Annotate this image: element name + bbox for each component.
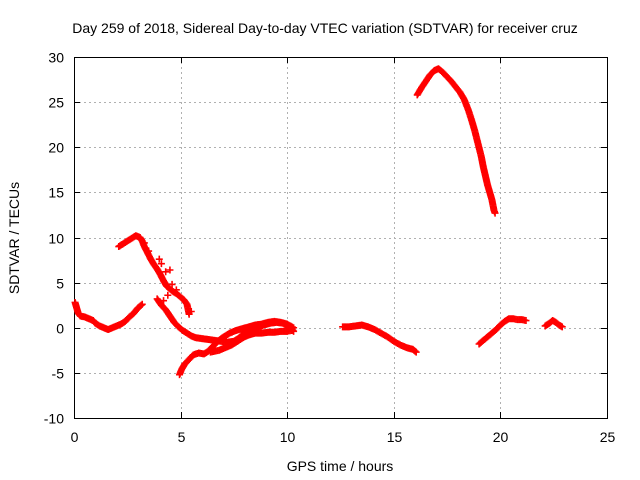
x-axis-label: GPS time / hours <box>287 458 394 474</box>
data-point <box>138 300 146 308</box>
data-point <box>187 308 195 316</box>
y-tick-label: -10 <box>44 411 64 427</box>
x-tick-label: 20 <box>493 429 509 445</box>
y-tick-label: 0 <box>56 321 64 337</box>
series-arc1 <box>71 298 146 334</box>
y-axis-label: SDTVAR / TECUs <box>6 182 22 294</box>
data-point <box>157 260 165 268</box>
y-tick-label: 10 <box>48 231 64 247</box>
data-series <box>71 65 566 379</box>
data-point <box>491 209 499 217</box>
data-point <box>162 268 170 276</box>
data-point <box>168 280 176 288</box>
series-arc2-scatter <box>140 239 195 316</box>
data-point <box>140 239 148 247</box>
series-arc9 <box>541 317 566 331</box>
y-tick-label: 25 <box>48 95 64 111</box>
x-tick-label: 15 <box>387 429 403 445</box>
x-tick-label: 10 <box>280 429 296 445</box>
data-point <box>412 348 420 356</box>
chart-title: Day 259 of 2018, Sidereal Day-to-day VTE… <box>72 20 578 36</box>
plot-frame <box>74 57 608 419</box>
x-tick-label: 25 <box>600 429 616 445</box>
y-tick-label: 5 <box>56 276 64 292</box>
data-point <box>145 247 153 255</box>
x-tick-label: 0 <box>71 429 79 445</box>
series-arc2 <box>115 232 193 318</box>
data-point <box>411 347 419 355</box>
grid-lines <box>74 57 607 418</box>
data-point <box>287 326 295 334</box>
data-point <box>164 291 172 299</box>
data-point <box>172 286 180 294</box>
data-point <box>558 323 566 331</box>
data-point <box>137 301 145 309</box>
series-arc4 <box>176 317 298 379</box>
series-arc5 <box>206 326 295 356</box>
data-point <box>155 255 163 263</box>
series-arc6 <box>339 321 420 356</box>
y-tick-label: 15 <box>48 185 64 201</box>
series-arc8 <box>475 315 530 348</box>
data-point <box>522 317 530 325</box>
x-tick-label: 5 <box>178 429 186 445</box>
data-point <box>166 266 174 274</box>
axis-ticks: 0 5 10 15 20 25 -10 -5 0 5 10 15 20 25 30 <box>44 50 616 446</box>
y-tick-label: 30 <box>48 50 64 66</box>
series-arc7 <box>413 65 499 217</box>
y-tick-label: 20 <box>48 140 64 156</box>
y-tick-label: -5 <box>52 366 65 382</box>
